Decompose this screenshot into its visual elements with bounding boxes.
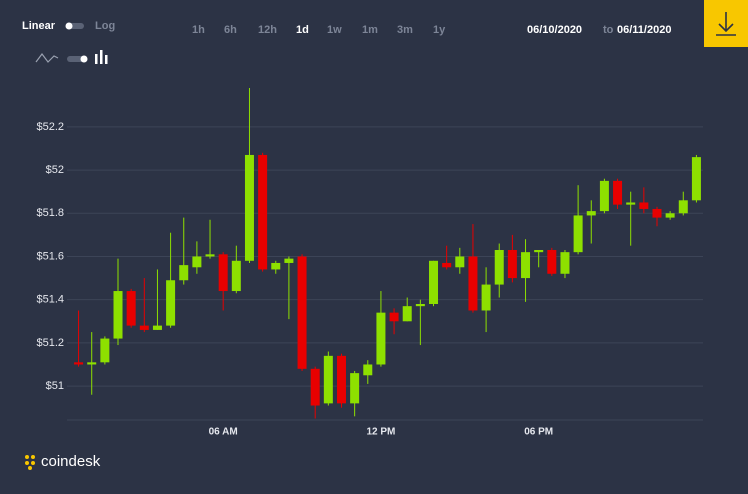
y-tick-label: $51.4 [36,294,64,306]
icon-bar [95,54,98,64]
candle-body [87,362,97,365]
x-tick-label: 06 AM [209,427,238,438]
candle-body [258,154,268,270]
candle-body [113,291,123,339]
candle-body [74,362,84,365]
range-button[interactable]: 1h [192,24,205,36]
candle-body [271,262,281,270]
candle-body [205,254,215,257]
candle-body [494,250,504,285]
x-tick-label: 12 PM [366,427,395,438]
candle-body [402,306,412,322]
range-button[interactable]: 1d [296,24,309,36]
line-icon[interactable] [35,53,59,63]
candle-body [560,252,570,274]
download-icon [716,12,736,36]
candle-body [468,256,478,311]
range-button[interactable]: 1w [327,24,342,36]
candle-body [586,211,596,216]
candle-body [652,208,662,218]
toggle-knob [80,55,88,63]
candle-body [350,373,360,404]
candle-body [665,213,675,218]
range-button[interactable]: 6h [224,24,237,36]
date-separator: to [603,24,614,36]
scale-option[interactable]: Log [95,20,115,32]
candle-body [166,280,176,326]
y-tick-label: $51 [46,380,64,392]
candle-body [429,260,439,305]
logo-icon [25,455,35,470]
date-from[interactable]: 06/10/2020 [527,24,582,36]
candle-body [284,258,294,263]
toggle-knob [65,22,73,30]
logo-dot [25,455,29,459]
candle-body [139,325,149,330]
candle-body [613,180,623,205]
candle-body [599,180,609,212]
logo-dot [31,461,35,465]
candle-body [547,250,557,274]
candle-body [152,325,162,330]
candle-body [534,250,544,253]
logo-dot [28,466,32,470]
x-tick-label: 06 PM [524,427,553,438]
candle-body [323,355,333,404]
candle-body [363,364,373,376]
candle-body [244,154,254,261]
logo-dot [25,461,29,465]
candle-body [626,202,636,205]
candle-body [521,252,531,279]
controls: coindesk 06/10/2020 to 06/11/2020 Linear… [22,0,748,470]
candle-body [126,291,136,326]
candle-body [179,265,189,281]
brand: coindesk [41,453,101,470]
range-button[interactable]: 1y [433,24,446,36]
candle-body [376,312,386,365]
candle-body [442,262,452,268]
icon-bar [105,55,108,64]
candle-body [455,256,465,268]
range-button[interactable]: 12h [258,24,277,36]
candle-body [507,250,517,279]
candle-icon[interactable] [95,50,108,64]
candle-body [192,256,202,268]
candle-body [218,254,228,292]
icon-bar [100,50,103,64]
candle-body [639,202,649,209]
y-tick-label: $52 [46,164,64,176]
y-tick-label: $51.2 [36,337,64,349]
plot: $51 $51.2 $51.4 $51.6 $51.8 $52 $52.2 06 AM 12 P… [36,87,703,438]
candle-body [678,200,688,214]
y-tick-label: $51.6 [36,250,64,262]
range-button[interactable]: 1m [362,24,378,36]
candle-body [100,338,110,363]
candle-body [481,284,491,311]
range-button[interactable]: 3m [397,24,413,36]
candle-body [231,260,241,292]
logo-dot [31,455,35,459]
candle-body [415,304,425,307]
candle-body [691,157,701,201]
candle-body [336,355,346,404]
candle-body [389,312,399,322]
y-tick-label: $52.2 [36,121,64,133]
candle-body [310,368,320,406]
candle-body [297,256,307,369]
candle-body [573,215,583,253]
date-to[interactable]: 06/11/2020 [617,24,671,36]
scale-option[interactable]: Linear [22,20,56,32]
y-tick-label: $51.8 [36,207,64,219]
